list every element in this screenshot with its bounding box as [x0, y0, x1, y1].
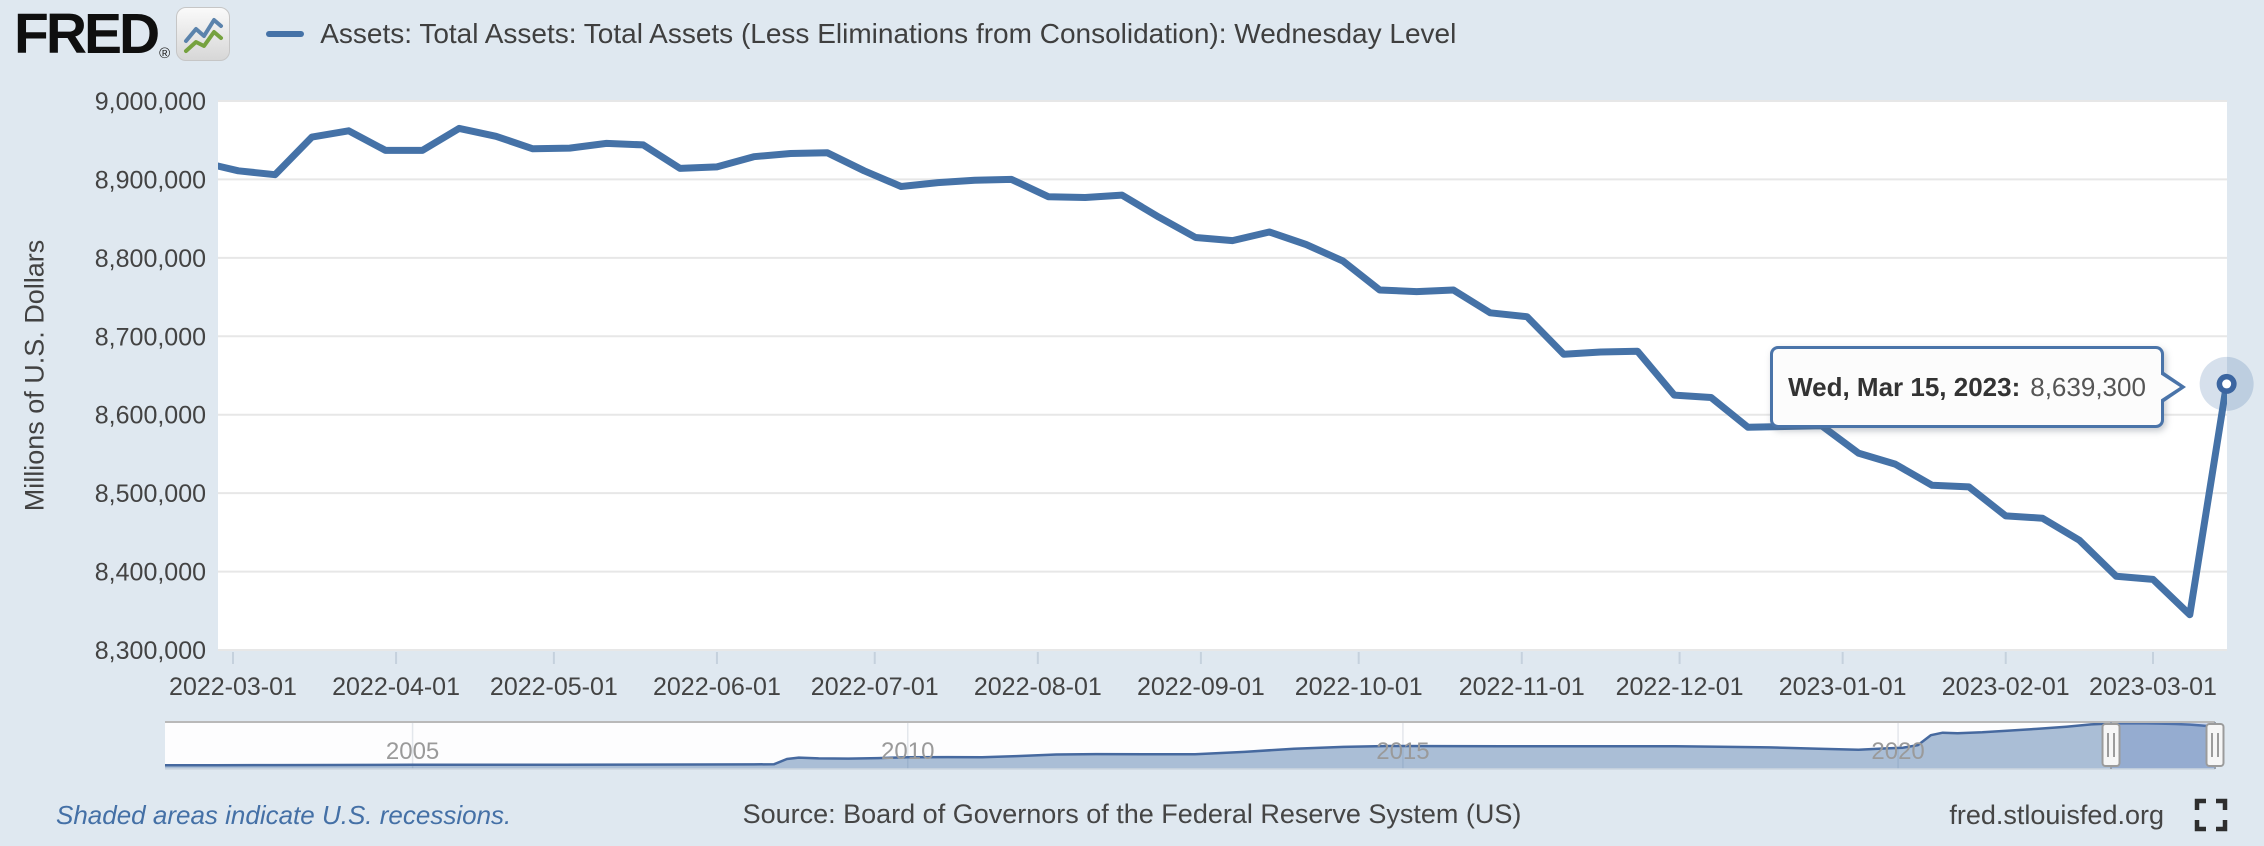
point-tooltip: Wed, Mar 15, 2023: 8,639,300	[1770, 346, 2186, 428]
x-axis-tick-label: 2022-04-01	[332, 673, 460, 701]
series-legend: Assets: Total Assets: Total Assets (Less…	[266, 18, 1456, 50]
y-axis-tick-label: 8,300,000	[95, 637, 206, 665]
x-axis-tick-label: 2023-01-01	[1779, 673, 1907, 701]
fullscreen-icon	[2194, 798, 2228, 832]
x-axis-tick-label: 2022-07-01	[811, 673, 939, 701]
tooltip-value: 8,639,300	[2030, 371, 2146, 402]
x-axis-tick-label: 2022-09-01	[1137, 673, 1265, 701]
navigator-selected-region[interactable]	[2111, 722, 2215, 769]
chart-header: FRED ® Assets: Total Assets: Total Asset…	[0, 0, 1456, 68]
navigator-area	[165, 723, 2215, 769]
x-axis-tick-label: 2022-10-01	[1295, 673, 1423, 701]
y-axis-tick-label: 8,600,000	[95, 402, 206, 430]
x-axis-tick-label: 2023-02-01	[1942, 673, 2070, 701]
x-axis-tick-label: 2022-11-01	[1459, 673, 1585, 701]
navigator-line	[164, 721, 2216, 767]
source-text: Source: Board of Governors of the Federa…	[742, 799, 1522, 829]
x-axis-tick-label: 2022-05-01	[490, 673, 618, 701]
fred-logo[interactable]: FRED ®	[14, 2, 231, 67]
recessions-link[interactable]: Shaded areas indicate U.S. recessions.	[56, 800, 512, 830]
registered-mark: ®	[159, 44, 171, 62]
navigator-left-handle[interactable]	[2101, 723, 2121, 767]
last-point-marker-center	[2222, 379, 2232, 389]
navigator-background[interactable]	[165, 722, 2215, 769]
y-axis-tick-label: 8,500,000	[95, 480, 206, 508]
y-axis-tick-label: 8,900,000	[95, 166, 206, 194]
x-axis-tick-label: 2022-08-01	[974, 673, 1102, 701]
x-axis-tick-label: 2023-03-01	[2089, 673, 2217, 701]
navigator-year-label: 2020	[1871, 738, 1924, 765]
x-axis-tick-label: 2022-06-01	[653, 673, 781, 701]
navigator-right-handle[interactable]	[2205, 723, 2225, 767]
series-title: Assets: Total Assets: Total Assets (Less…	[320, 18, 1457, 49]
y-axis-tick-label: 8,400,000	[95, 559, 206, 587]
site-area: fred.stlouisfed.org	[1949, 798, 2228, 832]
y-axis-title-wrap: Millions of U.S. Dollars	[6, 101, 64, 650]
navigator-year-label: 2010	[881, 738, 934, 765]
site-url: fred.stlouisfed.org	[1949, 799, 2164, 830]
y-axis-title: Millions of U.S. Dollars	[19, 239, 50, 512]
tooltip-date: Wed, Mar 15, 2023:	[1788, 371, 2021, 402]
navigator-year-label: 2015	[1376, 738, 1429, 765]
fullscreen-button[interactable]	[2194, 798, 2228, 832]
y-axis-tick-label: 9,000,000	[95, 88, 206, 116]
fred-logo-chart-icon	[176, 6, 231, 61]
y-axis-tick-label: 8,800,000	[95, 245, 206, 273]
chart-footer: Shaded areas indicate U.S. recessions. S…	[0, 794, 2264, 840]
navigator-year-label: 2005	[386, 738, 439, 765]
fred-logo-text: FRED	[14, 2, 160, 67]
y-axis-tick-label: 8,700,000	[95, 323, 206, 351]
x-axis-tick-label: 2022-03-01	[169, 673, 297, 701]
series-line[interactable]	[201, 124, 2227, 619]
series-line-legend-icon	[266, 31, 305, 37]
x-axis-tick-label: 2022-12-01	[1616, 673, 1744, 701]
